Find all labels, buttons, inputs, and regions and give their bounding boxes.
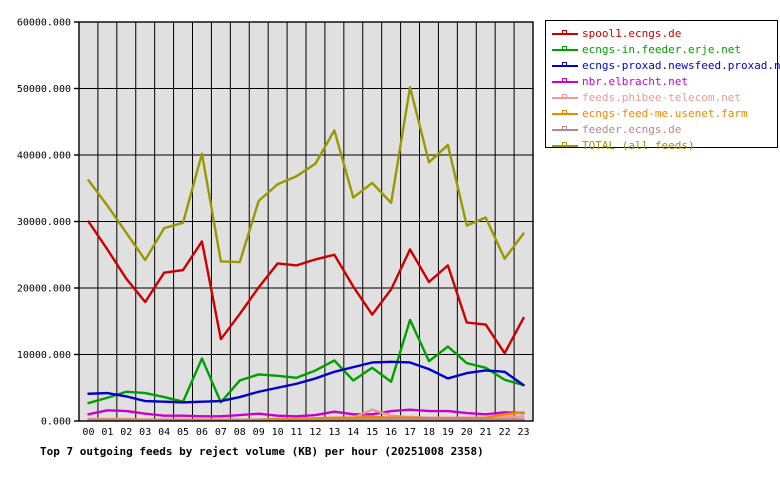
x-tick-label: 17 <box>404 427 416 438</box>
series-line <box>87 360 525 404</box>
x-tick-label: 18 <box>423 427 435 438</box>
x-tick-label: 11 <box>291 427 303 438</box>
x-tick-label: 14 <box>347 427 359 438</box>
legend-item: TOTAL (all feeds) <box>552 138 773 154</box>
legend-item: ecngs-proxad.newsfeed.proxad.net <box>552 58 780 74</box>
x-tick-label: 23 <box>518 427 530 438</box>
x-tick-label: 09 <box>253 427 265 438</box>
x-tick-label: 05 <box>177 427 189 438</box>
legend-color-swatch-icon <box>552 60 578 72</box>
legend-item-label: feeder.ecngs.de <box>582 123 682 136</box>
legend-item-label: feeds.phibee-telecom.net <box>582 91 741 104</box>
x-tick-label: 04 <box>158 427 170 438</box>
x-tick-label: 12 <box>309 427 321 438</box>
x-tick-label: 01 <box>101 427 113 438</box>
legend-item: nbr.elbracht.net <box>552 74 773 90</box>
legend-color-swatch-icon <box>552 124 578 136</box>
legend-color-swatch-icon <box>552 92 578 104</box>
legend: spool1.ecngs.de ecngs-in.feeder.erje.net e… <box>545 20 780 152</box>
y-tick-label: 0.000 <box>41 417 71 428</box>
x-tick-label: 15 <box>366 427 378 438</box>
series-lines <box>87 85 525 422</box>
x-tick-label: 13 <box>328 427 340 438</box>
legend-item-label: ecngs-in.feeder.erje.net <box>582 43 741 56</box>
legend-item-label: nbr.elbracht.net <box>582 75 688 88</box>
y-tick-label: 40000.000 <box>17 151 71 162</box>
x-tick-label: 03 <box>139 427 151 438</box>
legend-item: feeds.phibee-telecom.net <box>552 90 773 106</box>
y-tick-label: 50000.000 <box>17 84 71 95</box>
x-tick-label: 21 <box>480 427 492 438</box>
legend-item: ecngs-feed-me.usenet.farm <box>552 106 773 122</box>
x-tick-label: 16 <box>385 427 397 438</box>
legend-item-label: spool1.ecngs.de <box>582 27 682 40</box>
legend-item-label: TOTAL (all feeds) <box>582 139 695 152</box>
series-line <box>87 418 525 422</box>
chart-plot-area: 0.000 10000.000 20000.000 30000.000 40000.00… <box>17 18 534 458</box>
y-tick-label: 30000.000 <box>17 217 71 228</box>
legend-item: spool1.ecngs.de <box>552 26 773 42</box>
y-tick-label: 10000.000 <box>17 350 71 361</box>
x-tick-label: 22 <box>499 427 511 438</box>
series-line <box>87 220 525 355</box>
legend-item: feeder.ecngs.de <box>552 122 773 138</box>
x-axis-tick-labels: 00 01 02 03 04 05 06 07 08 09 10 11 12 13 14 15 16 17 18 19… <box>82 427 529 438</box>
legend-item-label: ecngs-proxad.newsfeed.proxad.net <box>582 59 780 72</box>
legend-color-swatch-icon <box>552 140 578 152</box>
x-tick-label: 06 <box>196 427 208 438</box>
x-tick-label: 00 <box>82 427 94 438</box>
x-tick-label: 08 <box>234 427 246 438</box>
legend-color-swatch-icon <box>552 28 578 40</box>
legend-item-label: ecngs-feed-me.usenet.farm <box>582 107 748 120</box>
x-tick-label: 19 <box>442 427 454 438</box>
series-line <box>87 318 525 405</box>
x-tick-label: 20 <box>461 427 473 438</box>
series-line <box>87 85 525 264</box>
x-tick-label: 10 <box>272 427 284 438</box>
chart-title: Top 7 outgoing feeds by reject volume (K… <box>40 445 484 458</box>
y-axis-tick-labels: 0.000 10000.000 20000.000 30000.000 40000.00… <box>17 18 79 428</box>
legend-color-swatch-icon <box>552 76 578 88</box>
legend-item: ecngs-in.feeder.erje.net <box>552 42 773 58</box>
series-line <box>87 408 525 418</box>
x-tick-label: 07 <box>215 427 227 438</box>
y-tick-label: 60000.000 <box>17 18 71 29</box>
legend-color-swatch-icon <box>552 44 578 56</box>
legend-color-swatch-icon <box>552 108 578 120</box>
line-chart-svg: 0.000 10000.000 20000.000 30000.000 40000.00… <box>17 18 534 438</box>
x-tick-label: 02 <box>120 427 132 438</box>
y-tick-label: 20000.000 <box>17 284 71 295</box>
